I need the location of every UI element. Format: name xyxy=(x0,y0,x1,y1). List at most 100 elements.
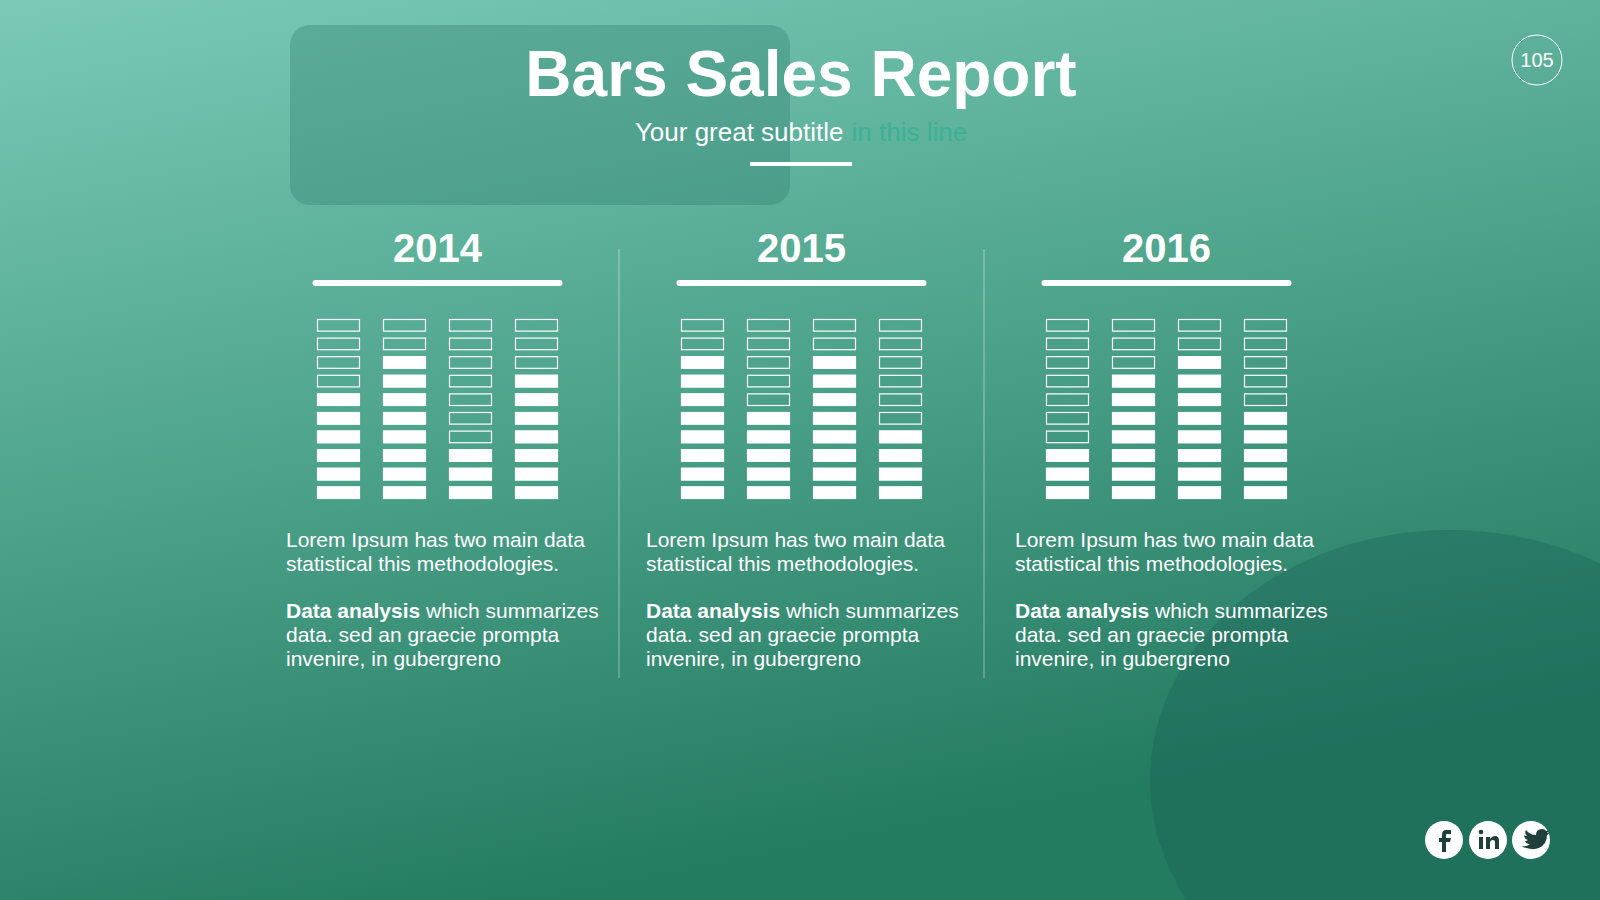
description: Lorem Ipsum has two main data statistica… xyxy=(646,528,976,576)
cell-outline xyxy=(318,375,360,387)
icon-glyph[interactable] xyxy=(1486,836,1499,849)
icon-glyph[interactable] xyxy=(1439,830,1451,852)
bar xyxy=(1046,446,1089,502)
description: Lorem Ipsum has two main data statistica… xyxy=(1015,528,1345,576)
social-icon[interactable] xyxy=(1512,821,1550,859)
title: Bars Sales Report xyxy=(525,38,1076,110)
cell-outline xyxy=(1113,338,1155,350)
cell-outline xyxy=(1245,394,1287,406)
cell-outline xyxy=(748,320,790,332)
cell-outline xyxy=(814,320,856,332)
social-icons xyxy=(1425,821,1550,859)
cell-outline xyxy=(748,394,790,406)
cell-outline xyxy=(450,394,492,406)
bar xyxy=(515,372,558,502)
cell-outline xyxy=(516,338,558,350)
page-number-circle xyxy=(1512,35,1562,85)
panel-underline xyxy=(313,280,563,286)
cell-outline xyxy=(1047,394,1089,406)
panel-text: Lorem Ipsum has two main data statistica… xyxy=(286,528,616,694)
title-underline xyxy=(750,162,852,166)
bar xyxy=(747,409,790,502)
cell-outline xyxy=(1047,375,1089,387)
cell-outline xyxy=(880,413,922,425)
bar xyxy=(383,353,426,502)
cell-outline xyxy=(1179,320,1221,332)
panel-title: 2015 xyxy=(757,226,846,270)
panel-text: Lorem Ipsum has two main data statistica… xyxy=(1015,528,1345,694)
cell-outline xyxy=(516,320,558,332)
cell-outline xyxy=(682,338,724,350)
analysis-note: Data analysis which summarizes data. sed… xyxy=(646,599,976,671)
bar-panel: 2014 xyxy=(313,226,563,502)
cell-outline xyxy=(814,338,856,350)
bar xyxy=(813,353,856,502)
cell-outline xyxy=(1245,320,1287,332)
cell-outline xyxy=(880,394,922,406)
social-icon[interactable] xyxy=(1469,821,1507,859)
cell-outline xyxy=(1047,357,1089,369)
note-bold: Data analysis xyxy=(1015,599,1149,622)
icon-circle[interactable] xyxy=(1469,821,1507,859)
bar xyxy=(1112,372,1155,502)
bars xyxy=(317,353,558,502)
background-shape xyxy=(1150,530,1600,900)
cell-outline xyxy=(318,320,360,332)
cell-outline xyxy=(384,320,426,332)
bars xyxy=(681,353,922,502)
cell-outline xyxy=(1047,413,1089,425)
cell-outline xyxy=(1047,320,1089,332)
panel-divider xyxy=(619,249,620,678)
slide: Bars Sales Report Your great subtitlein t… xyxy=(0,0,1600,900)
subtitle: Your great subtitlein this line xyxy=(635,117,967,147)
bar xyxy=(1178,353,1221,502)
bar-panel: 2015 xyxy=(677,226,927,502)
panel-title: 2016 xyxy=(1122,226,1211,270)
bar xyxy=(1244,409,1287,502)
cell-outline xyxy=(748,357,790,369)
note-bold: Data analysis xyxy=(286,599,420,622)
cell-outline xyxy=(880,357,922,369)
cell-outline xyxy=(318,357,360,369)
page-number: 105 xyxy=(1520,49,1553,71)
cell-outline xyxy=(318,338,360,350)
subtitle-main: Your great subtitle xyxy=(635,117,844,147)
cell-outline xyxy=(1245,375,1287,387)
bar xyxy=(449,446,492,502)
bar xyxy=(317,390,360,502)
panel-divider xyxy=(984,249,985,678)
cell-outline xyxy=(516,357,558,369)
analysis-note: Data analysis which summarizes data. sed… xyxy=(286,599,616,671)
panel-underline xyxy=(1042,280,1292,286)
icon-circle[interactable] xyxy=(1512,821,1550,859)
cell-outline xyxy=(880,320,922,332)
cell-outline xyxy=(450,320,492,332)
analysis-note: Data analysis which summarizes data. sed… xyxy=(1015,599,1345,671)
cell-outline xyxy=(450,338,492,350)
icon-glyph[interactable] xyxy=(1521,829,1550,849)
social-icon[interactable] xyxy=(1425,821,1463,859)
cell-outline xyxy=(450,357,492,369)
cell-outline xyxy=(682,320,724,332)
icon-glyph[interactable] xyxy=(1479,837,1483,849)
bar xyxy=(681,353,724,502)
cell-outline xyxy=(450,431,492,443)
icon-circle[interactable] xyxy=(1425,821,1463,859)
cell-outline xyxy=(1113,357,1155,369)
cell-outline xyxy=(384,338,426,350)
bars xyxy=(1046,353,1287,502)
panel-text: Lorem Ipsum has two main data statistica… xyxy=(646,528,976,694)
cell-outline xyxy=(880,375,922,387)
description: Lorem Ipsum has two main data statistica… xyxy=(286,528,616,576)
cell-outline xyxy=(1245,338,1287,350)
cell-outline xyxy=(450,375,492,387)
icon-glyph[interactable] xyxy=(1479,830,1484,835)
note-bold: Data analysis xyxy=(646,599,780,622)
cell-outline xyxy=(1047,431,1089,443)
cell-outline xyxy=(1113,320,1155,332)
cell-outline xyxy=(450,413,492,425)
cell-outline xyxy=(748,375,790,387)
cell-outline xyxy=(1245,357,1287,369)
cell-outline xyxy=(1179,338,1221,350)
panel-underline xyxy=(677,280,927,286)
